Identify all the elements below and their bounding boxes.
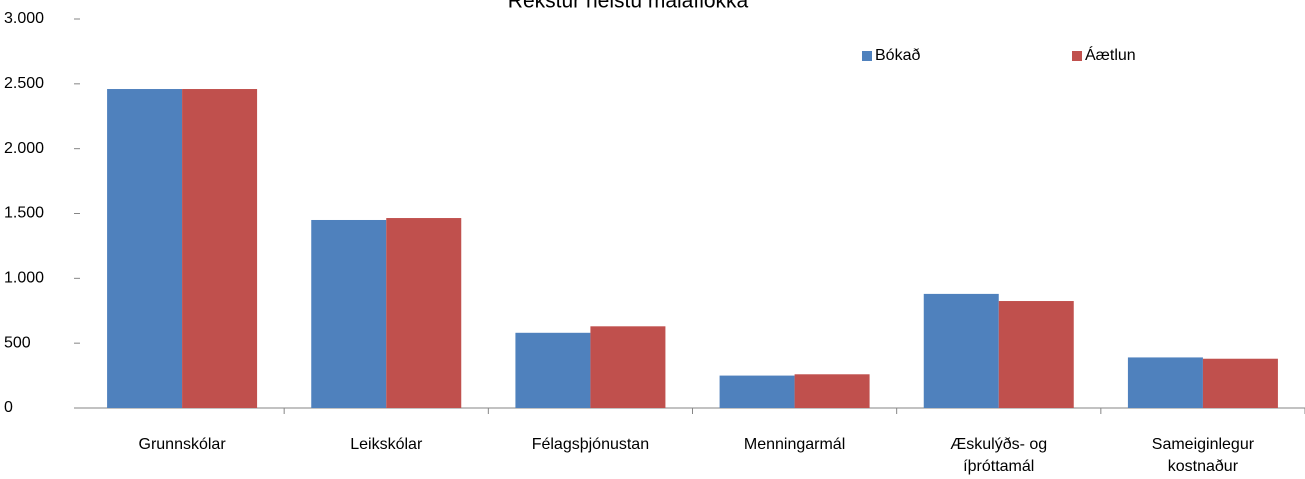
bar (794, 374, 870, 408)
bar (107, 89, 183, 409)
bar (386, 218, 462, 408)
x-tick-label: Sameiginlegur kostnaður (1151, 436, 1255, 475)
x-tick-label: Grunnskólar (138, 436, 226, 453)
y-tick-label: 2.000 (4, 140, 44, 157)
x-tick-label: Æskulýðs- og íþróttamál (950, 436, 1048, 475)
chart-title: Rekstur helstu málaflokka (508, 0, 749, 13)
bar (1127, 357, 1203, 408)
bar (311, 219, 387, 408)
y-tick-label: 3.000 (4, 10, 44, 27)
legend-label: Bókað (875, 47, 920, 64)
legend-swatch (1072, 51, 1082, 61)
y-tick-label: 0 (4, 399, 13, 416)
bar (590, 326, 666, 408)
y-tick-label: 1.000 (4, 270, 44, 287)
bar (998, 301, 1074, 408)
bar (923, 293, 999, 408)
x-tick-label: Menningarmál (743, 436, 846, 453)
legend-label: Áætlun (1085, 45, 1136, 64)
bar (719, 375, 795, 408)
bar (515, 332, 591, 408)
legend-swatch (862, 51, 872, 61)
y-tick-label: 2.500 (4, 75, 44, 92)
y-tick-label: 1.500 (4, 205, 44, 222)
x-tick-label: Félagsþjónustan (531, 436, 650, 453)
y-tick-label: 500 (4, 334, 31, 351)
bar (182, 89, 258, 409)
x-tick-label: Leikskólar (350, 436, 423, 453)
bar (1202, 358, 1278, 408)
